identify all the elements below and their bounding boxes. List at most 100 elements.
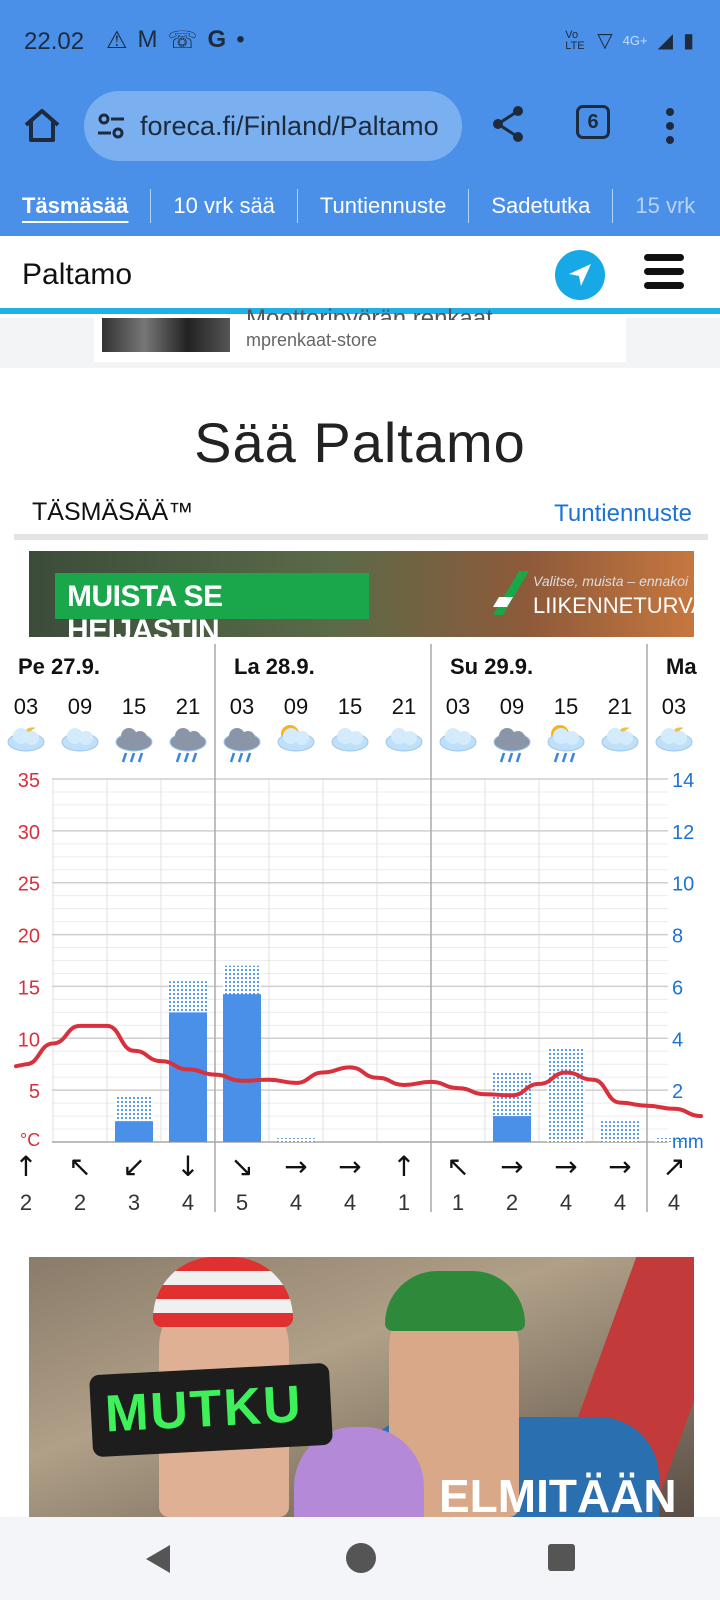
url-text[interactable]: foreca.fi/Finland/Paltamo: [140, 111, 439, 141]
wind-speed: 2: [506, 1190, 518, 1214]
home-icon[interactable]: [22, 106, 62, 146]
nav-tab[interactable]: 10 vrk sää: [151, 189, 298, 223]
ad-headline-box: MUISTA SE HEIJASTIN: [55, 573, 369, 637]
moon-cloud-icon: [601, 727, 639, 752]
precip-tick-label: 8: [672, 926, 683, 948]
temp-tick-label: 10: [18, 1029, 40, 1051]
hour-label: 09: [284, 694, 308, 719]
wind-arrow: →: [338, 1150, 361, 1183]
hour-label: 15: [338, 694, 362, 719]
cloud-icon: [439, 728, 477, 752]
wind-speed: 5: [236, 1190, 248, 1214]
precip-tick-label: 6: [672, 977, 683, 999]
wind-arrow: ↙: [122, 1150, 145, 1183]
share-icon[interactable]: [490, 104, 526, 144]
hour-label: 03: [230, 694, 254, 719]
green-hat: [385, 1271, 525, 1331]
precip-range-bar: [601, 1121, 639, 1142]
wind-speed: 2: [74, 1190, 86, 1214]
network-label: 4G+: [622, 33, 648, 48]
liikenneturva-logo-icon: [493, 571, 529, 615]
overflow-menu-icon[interactable]: [665, 106, 675, 146]
recents-icon[interactable]: [548, 1544, 575, 1571]
google-icon: G: [207, 26, 227, 53]
ad-headline: MUISTA SE HEIJASTIN: [67, 580, 223, 637]
ad-text: ELMITÄÄN: [439, 1470, 677, 1517]
hamburger-menu-icon[interactable]: [644, 254, 684, 294]
section-label: TÄSMÄSÄÄ™: [32, 498, 194, 526]
ad-brand: LIIKENNETURVA: [533, 593, 694, 618]
hour-label: 03: [662, 694, 686, 719]
wind-arrow: ↓: [176, 1150, 199, 1183]
nav-tab[interactable]: Täsmäsää: [0, 189, 152, 223]
wind-arrow: ↑: [392, 1150, 415, 1183]
hour-label: 03: [446, 694, 470, 719]
precip-tick-label: 14: [672, 770, 694, 792]
moon-cloud-icon: [655, 727, 693, 752]
cloud-icon: [61, 728, 99, 752]
location-name[interactable]: Paltamo: [22, 258, 133, 291]
wind-arrow: →: [284, 1150, 307, 1183]
address-bar[interactable]: foreca.fi/Finland/Paltamo: [84, 91, 462, 161]
wind-arrow: ↘: [230, 1150, 253, 1183]
hour-label: 09: [68, 694, 92, 719]
status-bar: 22.02 ⚠ M ☏ G • Vo LTE ▽ 4G+ ◢ ▮: [0, 0, 720, 88]
ad-card[interactable]: Moottoripyörän renkaat mprenkaat-store: [94, 306, 626, 362]
temp-tick-label: 15: [18, 977, 40, 999]
sun-rain-icon: [547, 725, 585, 763]
precip-tick-label: 10: [672, 874, 694, 896]
precip-tick-label: 12: [672, 822, 694, 844]
nav-tab[interactable]: Sadetutka: [469, 189, 614, 223]
nav-tab[interactable]: Tuntiennuste: [298, 189, 470, 223]
reflector-ad-banner[interactable]: MUISTA SE HEIJASTIN Valitse, muista – en…: [29, 551, 694, 637]
battery-icon: ▮: [682, 30, 694, 52]
locate-button[interactable]: [555, 250, 605, 300]
rain-cloud-icon: [493, 728, 531, 763]
wind-speed: 3: [128, 1190, 140, 1214]
navigation-arrow-icon: [569, 264, 591, 286]
wind-speed: 4: [614, 1190, 626, 1214]
signal-icon: ◢: [657, 30, 673, 52]
rain-cloud-icon: [223, 728, 261, 763]
status-time: 22.02: [24, 28, 85, 55]
volte-icon: Vo LTE: [565, 28, 585, 52]
site-nav-tabs: Täsmäsää 10 vrk sää Tuntiennuste Sadetutka 1…: [0, 176, 720, 236]
precip-range-bar: [655, 1138, 693, 1142]
hour-label: 15: [554, 694, 578, 719]
ad-title[interactable]: Moottoripyörän renkaat: [246, 306, 493, 320]
home-circle-icon[interactable]: [346, 1543, 376, 1573]
ad-strip: Moottoripyörän renkaat mprenkaat-store: [0, 306, 720, 368]
browser-toolbar: foreca.fi/Finland/Paltamo 6: [0, 88, 720, 176]
precip-range-bar: [277, 1138, 315, 1142]
mutku-text: MUTKU: [103, 1375, 305, 1444]
ad-thumbnail[interactable]: [102, 318, 230, 352]
back-icon[interactable]: [146, 1545, 170, 1573]
wind-speed: 4: [560, 1190, 572, 1214]
wind-arrow: ↖: [446, 1150, 469, 1183]
warning-icon: ⚠: [106, 27, 128, 54]
wind-arrow: ↑: [14, 1150, 37, 1183]
hour-label: 09: [500, 694, 524, 719]
location-bar: Paltamo: [0, 236, 720, 314]
mutku-ad-banner[interactable]: MUTKU ELMITÄÄN: [29, 1257, 694, 1517]
notification-icons: ⚠ M ☏ G •: [106, 26, 245, 55]
temp-tick-label: 25: [18, 874, 40, 896]
system-nav-bar: [0, 1517, 720, 1600]
hour-label: 21: [392, 694, 416, 719]
temp-tick-label: 5: [29, 1081, 40, 1103]
wind-speed: 4: [668, 1190, 680, 1214]
hourly-forecast-link[interactable]: Tuntiennuste: [554, 500, 692, 527]
site-settings-icon[interactable]: [96, 113, 126, 139]
tab-switcher-button[interactable]: 6: [576, 105, 610, 139]
heavy-rain-icon: [169, 728, 207, 763]
wind-speed: 4: [344, 1190, 356, 1214]
cloud-icon: [331, 728, 369, 752]
striped-hat: [153, 1257, 293, 1327]
missed-call-icon: ☏: [167, 27, 198, 54]
wind-arrow: ↗: [662, 1150, 685, 1183]
precip-unit-label: mm: [672, 1132, 704, 1153]
precip-bar: [169, 1012, 207, 1142]
ad-store-name[interactable]: mprenkaat-store: [246, 330, 378, 350]
nav-tab[interactable]: 15 vrk: [635, 193, 696, 218]
